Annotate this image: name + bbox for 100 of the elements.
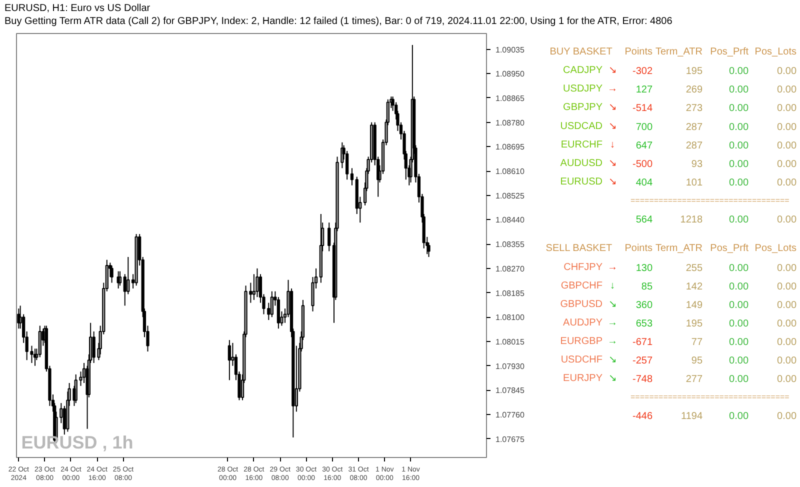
text: 0.00 <box>777 281 797 292</box>
text: SELL BASKET <box>546 243 612 254</box>
text: EURGBP <box>560 336 603 348</box>
text: Points <box>624 243 653 254</box>
text: 0.00 <box>729 318 749 330</box>
text: AUDUSD <box>560 158 603 169</box>
text: → <box>608 336 618 348</box>
text: 0.00 <box>729 103 749 114</box>
y-tick-label: 1.08695 <box>496 142 525 152</box>
text: USDCAD <box>560 120 603 132</box>
candlestick <box>328 222 331 252</box>
text: Term_ATR <box>655 243 703 254</box>
text: 0.00 <box>729 122 749 133</box>
text: 0.00 <box>729 140 749 152</box>
y-tick-label: 1.08355 <box>496 240 525 250</box>
annotation: EURUSD , 1h <box>21 432 134 453</box>
y-tick-label: 1.08015 <box>496 337 525 346</box>
text: ↘ <box>608 373 616 384</box>
text: EURJPY <box>563 373 603 384</box>
text: 77 <box>691 337 703 348</box>
text: → <box>608 84 618 95</box>
text: 0.00 <box>777 374 797 386</box>
text: 287 <box>686 140 703 152</box>
candlestick <box>228 340 232 381</box>
text: AUDJPY <box>563 317 603 328</box>
y-tick-label: 1.08100 <box>496 313 525 322</box>
text: 0.00 <box>729 337 749 348</box>
text: 195 <box>686 318 703 330</box>
text: 0.00 <box>777 300 797 311</box>
text: 0.00 <box>777 214 797 226</box>
text: 127 <box>636 84 653 96</box>
candlestick <box>30 345 34 364</box>
text: 0.00 <box>729 411 749 422</box>
text: -257 <box>632 356 653 367</box>
text: 149 <box>686 300 703 311</box>
text: EURUSD <box>560 176 603 188</box>
text: 360 <box>636 300 653 311</box>
text: 0.00 <box>777 66 797 78</box>
candlestick <box>38 325 42 358</box>
candlestick <box>17 308 20 330</box>
text: 1194 <box>680 411 703 422</box>
text: 0.00 <box>729 84 749 96</box>
text: -671 <box>632 337 653 348</box>
text: 0.00 <box>777 177 797 188</box>
text: ↘ <box>608 65 616 76</box>
text: BUY BASKET <box>550 46 612 58</box>
text: 0.00 <box>729 356 749 367</box>
text: USDJPY <box>563 84 603 95</box>
text: ↘ <box>608 158 616 169</box>
candlestick <box>126 256 130 295</box>
text: Points <box>624 46 653 58</box>
chart-title: EURUSD, H1: Euro vs US Dollar <box>4 3 151 14</box>
candlestick <box>256 268 259 298</box>
text: → <box>608 262 618 273</box>
text: ↘ <box>608 354 616 366</box>
text: 85 <box>641 281 653 292</box>
text: ↘ <box>608 102 616 114</box>
text: Pos_Prft <box>710 46 749 58</box>
text: CHFJPY <box>564 262 603 273</box>
candlestick <box>270 290 274 318</box>
text: 277 <box>686 374 703 386</box>
text: ↘ <box>608 176 616 188</box>
text: 0.00 <box>729 281 749 292</box>
text: Pos_Lots <box>754 243 797 254</box>
text: USDCHF <box>560 354 603 366</box>
y-tick-label: 1.07675 <box>496 434 525 444</box>
y-tick-label: 1.08610 <box>496 167 525 176</box>
text: Pos_Lots <box>754 46 797 58</box>
y-tick-label: 1.08525 <box>496 191 525 200</box>
text: 653 <box>636 318 653 330</box>
text: 647 <box>636 140 653 152</box>
text: GBPCHF <box>560 280 602 292</box>
text: 0.00 <box>729 66 749 78</box>
text: -500 <box>632 158 653 170</box>
text: 142 <box>686 281 703 292</box>
text: ↘ <box>608 298 616 310</box>
candlestick <box>350 168 354 186</box>
text: -446 <box>632 411 653 422</box>
text: -748 <box>632 374 653 386</box>
text: 93 <box>691 158 703 170</box>
text: CADJPY <box>563 65 603 76</box>
text: 0.00 <box>777 158 797 170</box>
text: 255 <box>686 262 703 274</box>
chart-subtitle: Buy Getting Term ATR data (Call 2) for GBPJPY, Index: 2, Handle: 12 failed (1 times), Bar: 0 of 719, 2024.11.01 22:00, Using 1 for the ATR, Error: 4806 <box>4 16 673 27</box>
text: -514 <box>632 103 653 114</box>
text: 564 <box>636 214 653 226</box>
y-tick-label: 1.08950 <box>496 70 525 79</box>
text: 0.00 <box>777 140 797 152</box>
y-tick-label: 1.07930 <box>496 362 525 371</box>
text: → <box>608 317 618 328</box>
y-tick-label: 1.07760 <box>496 410 525 420</box>
text: 0.00 <box>777 411 797 422</box>
text: 0.00 <box>777 103 797 114</box>
text: GBPJPY <box>563 102 603 114</box>
text: ================================== <box>630 392 790 402</box>
y-tick-label: 1.08780 <box>496 118 525 128</box>
text: 0.00 <box>777 318 797 330</box>
text: 0.00 <box>729 262 749 274</box>
y-tick-label: 1.08865 <box>496 94 525 103</box>
text: ↘ <box>608 120 616 132</box>
